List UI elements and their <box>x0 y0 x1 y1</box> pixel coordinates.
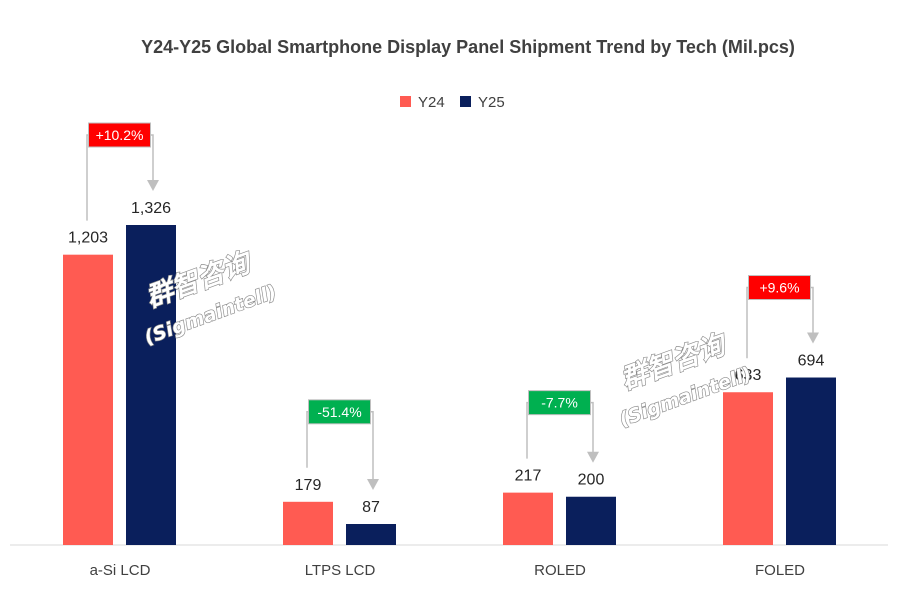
annotation-text-a-si-lcd: +10.2% <box>96 127 144 143</box>
bar-y24-roled <box>503 492 553 545</box>
data-label-y24-foled: 633 <box>735 367 762 384</box>
annotation-box-ltps-lcd <box>308 399 371 425</box>
data-labels-group: 1,203 1,326 179 87 217 200 633 694 <box>68 200 824 516</box>
annotation-arrowhead-a-si-lcd <box>147 180 159 191</box>
data-label-y24-roled: 217 <box>515 468 542 485</box>
annotation-text-foled: +9.6% <box>759 280 799 296</box>
bar-y24-foled <box>723 392 773 545</box>
annotation-arrowhead-ltps-lcd <box>367 479 379 491</box>
change-annotations: +10.2% -51.4% -7.7% +9.6% <box>86 122 819 491</box>
annotation-arrowhead-foled <box>807 332 819 344</box>
legend: Y24 Y25 <box>400 94 505 111</box>
x-tick-roled: ROLED <box>534 562 586 579</box>
data-label-y25-ltps-lcd: 87 <box>362 499 380 516</box>
legend-label-y25: Y25 <box>478 94 505 111</box>
x-tick-labels: a-Si LCD LTPS LCD ROLED FOLED <box>90 562 806 579</box>
annotation-text-ltps-lcd: -51.4% <box>317 404 361 420</box>
annotation-box-roled <box>528 390 591 416</box>
annotation-arrowhead-roled <box>587 451 599 463</box>
bar-y24-ltps-lcd <box>283 501 333 545</box>
legend-swatch-y24 <box>400 96 411 107</box>
bar-y25-foled <box>786 377 836 545</box>
data-label-y24-a-si-lcd: 1,203 <box>68 230 108 247</box>
annotation-text-roled: -7.7% <box>541 395 578 411</box>
x-tick-foled: FOLED <box>755 562 805 579</box>
annotation-box-foled <box>748 275 811 301</box>
x-tick-a-si-lcd: a-Si LCD <box>90 562 151 579</box>
data-label-y25-foled: 694 <box>798 353 825 370</box>
annotation-box-a-si-lcd <box>88 122 151 148</box>
bar-y25-ltps-lcd <box>346 524 396 545</box>
bars-group <box>63 225 836 545</box>
legend-swatch-y25 <box>460 96 471 107</box>
bar-y25-a-si-lcd <box>126 225 176 545</box>
chart-title: Y24-Y25 Global Smartphone Display Panel … <box>141 37 795 57</box>
data-label-y24-ltps-lcd: 179 <box>295 477 322 494</box>
data-label-y25-roled: 200 <box>578 472 605 489</box>
x-tick-ltps-lcd: LTPS LCD <box>305 562 376 579</box>
bar-y25-roled <box>566 496 616 545</box>
data-label-y25-a-si-lcd: 1,326 <box>131 200 171 217</box>
legend-label-y24: Y24 <box>418 94 445 111</box>
bar-y24-a-si-lcd <box>63 254 113 545</box>
